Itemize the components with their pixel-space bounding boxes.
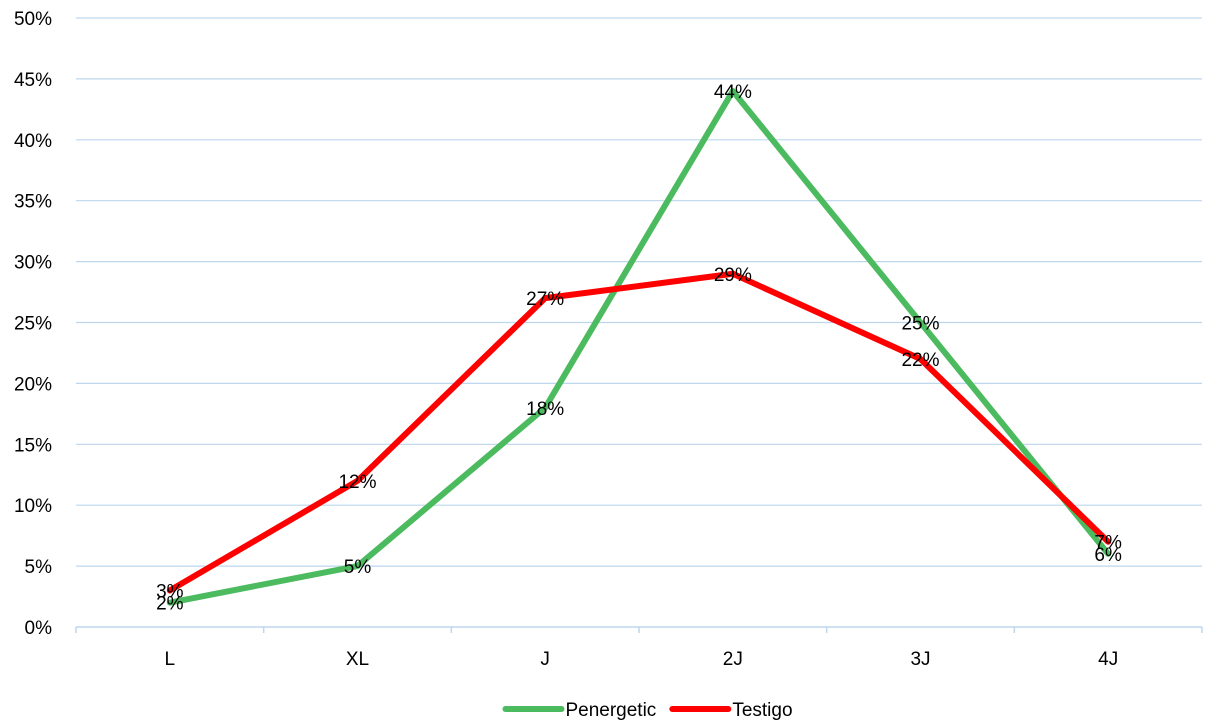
series-lines <box>166 88 1112 606</box>
data-label-testigo: 27% <box>526 289 564 310</box>
data-label-penergetic: 44% <box>714 82 752 103</box>
legend: Penergetic Testigo <box>502 700 793 721</box>
data-label-penergetic: 6% <box>1094 545 1122 566</box>
y-tick-label: 25% <box>14 314 52 335</box>
data-label-testigo: 12% <box>338 472 376 493</box>
legend-label: Testigo <box>732 700 792 721</box>
x-tick-label: 3J <box>910 649 930 670</box>
y-axis: 0% 5% 10% 15% 20% 25% 30% 35% 40% 45% 50% <box>14 9 52 639</box>
y-tick-label: 15% <box>14 435 52 456</box>
y-tick-label: 45% <box>14 70 52 91</box>
y-tick-label: 5% <box>25 557 53 578</box>
data-label-penergetic: 5% <box>344 557 372 578</box>
series-line-penergetic <box>166 88 1112 606</box>
x-tick-label: XL <box>346 649 369 670</box>
y-tick-label: 0% <box>25 618 53 639</box>
legend-item-testigo: Testigo <box>669 700 793 721</box>
y-tick-label: 35% <box>14 192 52 213</box>
data-label-testigo: 22% <box>901 350 939 371</box>
x-tick-label: L <box>165 649 176 670</box>
data-label-penergetic: 18% <box>526 399 564 420</box>
legend-label: Penergetic <box>565 700 656 721</box>
x-tick-label: J <box>540 649 550 670</box>
series-line-testigo <box>166 270 1112 594</box>
data-labels: 2% 5% 18% 44% 25% 6% 3% 12% 27% 29% 22% 7% <box>156 82 1122 615</box>
data-label-testigo: 29% <box>714 265 752 286</box>
gridlines <box>76 17 1202 567</box>
data-label-testigo: 7% <box>1094 533 1122 554</box>
y-tick-label: 30% <box>14 253 52 274</box>
y-tick-label: 10% <box>14 496 52 517</box>
y-tick-label: 40% <box>14 131 52 152</box>
y-tick-label: 50% <box>14 9 52 30</box>
data-label-penergetic: 25% <box>901 314 939 335</box>
x-axis: L XL J 2J 3J 4J <box>75 626 1203 670</box>
x-tick-label: 4J <box>1098 649 1118 670</box>
data-label-penergetic: 2% <box>156 594 184 615</box>
x-tick-label: 2J <box>723 649 743 670</box>
data-label-testigo: 3% <box>156 581 184 602</box>
legend-item-penergetic: Penergetic <box>502 700 656 721</box>
y-tick-label: 20% <box>14 374 52 395</box>
